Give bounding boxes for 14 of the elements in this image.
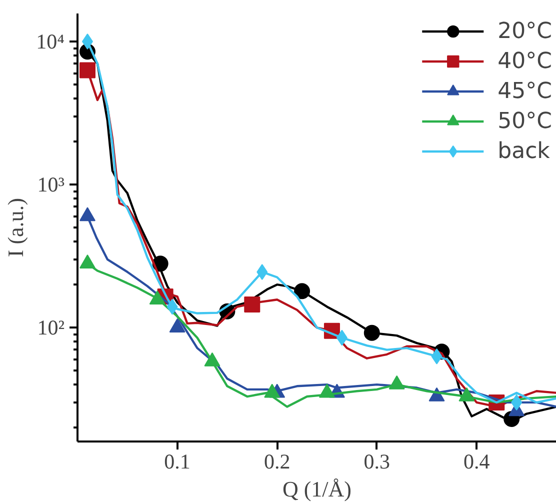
legend-label: 40°C	[498, 48, 552, 74]
legend-label: 20°C	[498, 18, 552, 44]
legend-label: 45°C	[498, 78, 552, 104]
y-tick-label: 10²	[37, 316, 64, 340]
x-tick-label: 0.4	[464, 450, 490, 474]
y-tick-label: 10³	[37, 172, 64, 197]
legend-label: back	[498, 138, 550, 164]
y-axis-title: I (a.u.)	[3, 198, 28, 258]
x-axis-title: Q (1/Å)	[282, 476, 352, 502]
x-tick-label: 0.1	[164, 450, 190, 474]
x-tick-label: 0.3	[364, 450, 390, 474]
y-tick-label: 10⁴	[36, 30, 65, 54]
legend-label: 50°C	[498, 108, 552, 134]
x-tick-label: 0.2	[264, 450, 290, 474]
